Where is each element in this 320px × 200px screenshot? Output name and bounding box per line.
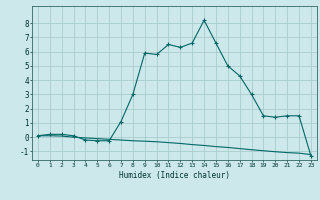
X-axis label: Humidex (Indice chaleur): Humidex (Indice chaleur) xyxy=(119,171,230,180)
